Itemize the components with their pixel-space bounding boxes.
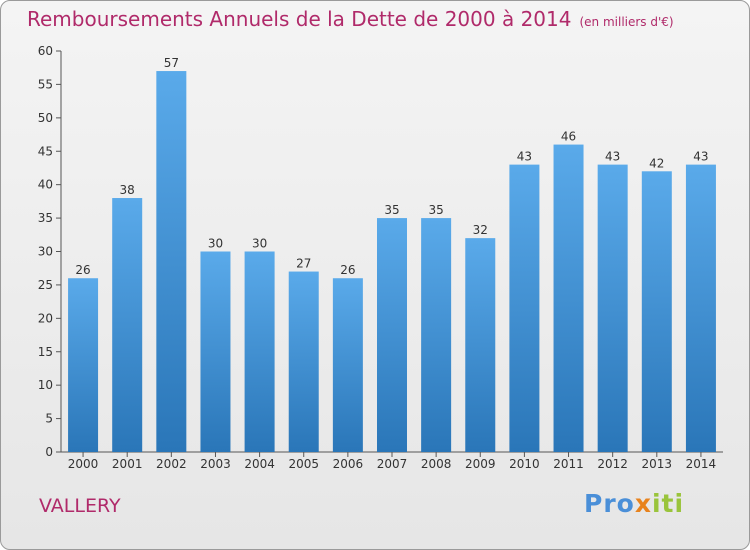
- x-tick-label: 2003: [200, 457, 231, 471]
- chart-subtitle: (en milliers d'€): [579, 15, 674, 29]
- bar-2008: [421, 218, 452, 452]
- y-tick-label: 25: [38, 278, 53, 292]
- data-label-2009: 32: [473, 223, 488, 237]
- data-label-2001: 38: [120, 183, 135, 197]
- x-tick-label: 2007: [377, 457, 408, 471]
- data-label-2012: 43: [605, 150, 620, 164]
- chart-data-labels: 26 38 57 30 30 27 26 35 35 32 43 46 43 42 43: [75, 56, 708, 277]
- bar-2002: [156, 71, 187, 453]
- data-label-2003: 30: [208, 237, 223, 251]
- bar-2003: [200, 251, 231, 452]
- x-tick-label: 2012: [597, 457, 628, 471]
- x-tick-label: 2006: [333, 457, 364, 471]
- bar-2009: [465, 238, 496, 452]
- y-tick-label: 45: [38, 144, 53, 158]
- bar-2012: [597, 164, 628, 452]
- bar-2010: [509, 164, 540, 452]
- logo-part-3: iti: [651, 489, 685, 518]
- data-label-2005: 27: [296, 257, 311, 271]
- x-tick-label: 2005: [288, 457, 319, 471]
- x-tick-label: 2004: [244, 457, 275, 471]
- chart-axes: 0 5 10 15 20 25 30 35 40 45 50 55 60 2000 2001 2002 2003…: [38, 44, 723, 471]
- data-label-2006: 26: [340, 263, 355, 277]
- data-label-2014: 43: [693, 150, 708, 164]
- data-label-2002: 57: [164, 56, 179, 70]
- chart-bars: [68, 71, 716, 453]
- logo-part-1: Pro: [584, 489, 635, 518]
- chart-title-text: Remboursements Annuels de la Dette de 20…: [27, 7, 572, 31]
- x-tick-label: 2002: [156, 457, 187, 471]
- chart-title: Remboursements Annuels de la Dette de 20…: [27, 7, 674, 31]
- y-tick-label: 50: [38, 111, 53, 125]
- x-tick-label: 2008: [421, 457, 452, 471]
- data-label-2004: 30: [252, 237, 267, 251]
- bar-2013: [641, 171, 672, 453]
- x-tick-label: 2000: [68, 457, 99, 471]
- y-tick-label: 5: [45, 412, 53, 426]
- y-tick-label: 55: [38, 77, 53, 91]
- bar-2001: [112, 198, 143, 452]
- y-tick-label: 30: [38, 245, 53, 259]
- y-tick-label: 10: [38, 378, 53, 392]
- y-tick-label: 60: [38, 44, 53, 58]
- x-tick-label: 2011: [553, 457, 584, 471]
- bar-2014: [685, 164, 716, 452]
- data-label-2007: 35: [384, 203, 399, 217]
- bar-2005: [288, 271, 319, 452]
- data-label-2008: 35: [428, 203, 443, 217]
- y-tick-label: 0: [45, 445, 53, 459]
- y-tick-label: 35: [38, 211, 53, 225]
- y-tick-label: 40: [38, 178, 53, 192]
- bar-2007: [377, 218, 407, 452]
- bar-2004: [244, 251, 275, 452]
- y-tick-label: 20: [38, 311, 53, 325]
- data-label-2010: 43: [517, 150, 532, 164]
- data-label-2011: 46: [561, 130, 576, 144]
- bar-2006: [332, 278, 363, 452]
- commune-name: VALLERY: [39, 495, 121, 517]
- data-label-2013: 42: [649, 156, 664, 170]
- x-tick-label: 2001: [112, 457, 143, 471]
- data-label-2000: 26: [75, 263, 90, 277]
- x-tick-label: 2014: [686, 457, 717, 471]
- logo-part-2: x: [634, 489, 652, 518]
- bar-2011: [553, 144, 584, 453]
- proxiti-logo: Proxiti: [584, 489, 684, 518]
- y-tick-label: 15: [38, 345, 53, 359]
- x-tick-label: 2013: [642, 457, 673, 471]
- x-tick-label: 2010: [509, 457, 540, 471]
- bar-2000: [68, 278, 99, 452]
- x-tick-label: 2009: [465, 457, 496, 471]
